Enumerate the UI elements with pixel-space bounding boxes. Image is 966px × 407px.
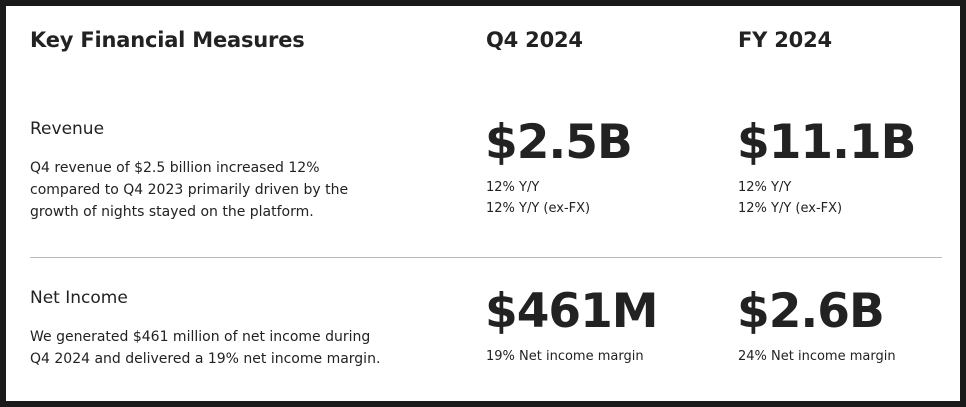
column-header-q4: Q4 2024 [486, 28, 583, 52]
net-income-q4-margin: 19% Net income margin [486, 349, 644, 364]
net-income-fy-margin: 24% Net income margin [738, 349, 896, 364]
revenue-q4-yoy-exfx: 12% Y/Y (ex-FX) [486, 201, 591, 216]
net-income-q4-details: 19% Net income margin [486, 346, 644, 367]
revenue-fy-yoy-exfx: 12% Y/Y (ex-FX) [738, 201, 843, 216]
revenue-q4-yoy: 12% Y/Y [486, 180, 540, 195]
revenue-fy-details: 12% Y/Y 12% Y/Y (ex-FX) [738, 177, 842, 219]
row-divider [30, 257, 942, 258]
net-income-description: We generated $461 million of net income … [30, 329, 381, 367]
net-income-fy-value: $2.6B [737, 284, 885, 339]
column-header-fy: FY 2024 [738, 28, 832, 52]
net-income-q4-value: $461M [485, 284, 659, 339]
net-income-fy-details: 24% Net income margin [738, 346, 896, 367]
revenue-title: Revenue [30, 119, 105, 139]
revenue-q4-details: 12% Y/Y 12% Y/Y (ex-FX) [486, 177, 590, 219]
revenue-fy-yoy: 12% Y/Y [738, 180, 792, 195]
financial-measures-panel: Key Financial Measures Q4 2024 FY 2024 R… [6, 6, 960, 401]
net-income-title: Net Income [30, 288, 128, 308]
page-title: Key Financial Measures [30, 28, 305, 52]
revenue-fy-value: $11.1B [737, 115, 916, 170]
revenue-description: Q4 revenue of $2.5 billion increased 12%… [30, 160, 349, 220]
revenue-q4-value: $2.5B [485, 115, 633, 170]
